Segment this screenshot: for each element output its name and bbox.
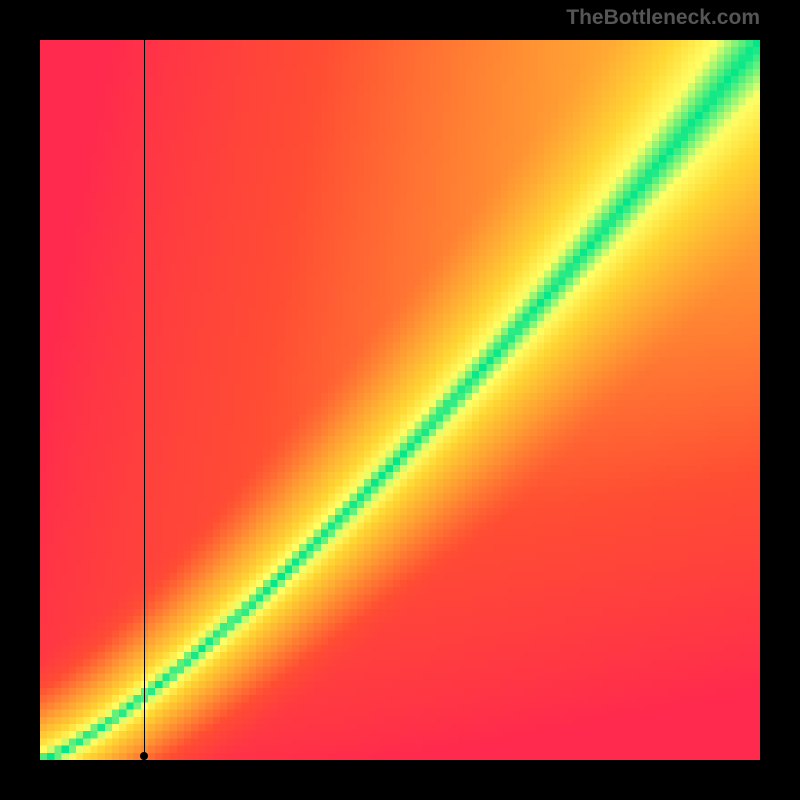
watermark-text: TheBottleneck.com — [566, 6, 760, 30]
crosshair-vertical — [144, 40, 145, 760]
heatmap-plot — [40, 40, 760, 760]
marker-dot — [140, 752, 148, 760]
heatmap-canvas — [40, 40, 760, 760]
